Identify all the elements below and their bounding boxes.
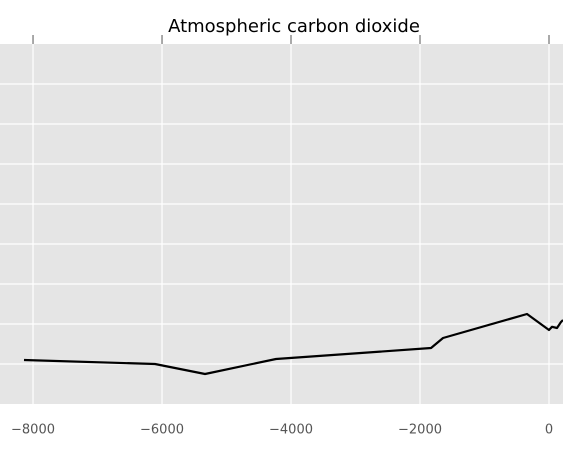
x-tick-label: 0 (545, 423, 553, 438)
x-tick-label: −8000 (11, 423, 55, 438)
chart-title: Atmospheric carbon dioxide (168, 16, 420, 37)
x-tick-label: −2000 (398, 423, 442, 438)
x-tick-label: −6000 (140, 423, 184, 438)
data-line (23, 312, 563, 376)
plot-area (0, 44, 563, 404)
x-tick-label: −4000 (269, 423, 313, 438)
